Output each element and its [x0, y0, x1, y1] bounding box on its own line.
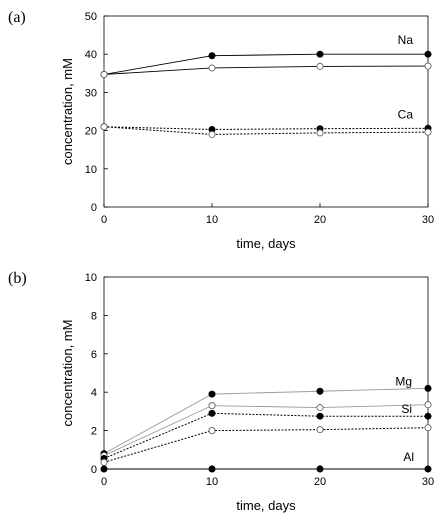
y-axis-title: concentration, mM	[60, 320, 75, 427]
y-tick-label: 40	[85, 49, 97, 61]
data-point	[316, 50, 324, 58]
data-point	[316, 62, 324, 70]
x-tick-label: 0	[101, 476, 107, 488]
y-tick-label: 50	[85, 11, 97, 23]
series-line	[103, 387, 429, 455]
y-tick-label: 2	[91, 426, 97, 438]
data-point	[424, 384, 432, 392]
series-line	[103, 126, 429, 130]
y-tick-label: 20	[85, 126, 97, 138]
series-label: Mg	[395, 374, 412, 388]
y-tick-label: 8	[91, 310, 97, 322]
data-point	[208, 409, 216, 417]
x-tick-label: 20	[314, 476, 326, 488]
data-point	[424, 50, 432, 58]
y-axis-title: concentration, mM	[60, 58, 75, 165]
x-tick-label: 30	[422, 476, 434, 488]
data-point	[424, 424, 432, 432]
data-point	[100, 123, 108, 131]
y-tick-label: 0	[91, 202, 97, 214]
panel-label: (a)	[8, 9, 26, 26]
y-tick-label: 4	[91, 387, 97, 399]
y-tick-label: 10	[85, 164, 97, 176]
series-line	[103, 65, 429, 75]
data-point	[208, 64, 216, 72]
series-line	[103, 126, 429, 135]
x-tick-label: 10	[206, 476, 218, 488]
data-point	[100, 458, 108, 466]
data-point	[424, 401, 432, 409]
series-line	[103, 427, 429, 463]
x-tick-label: 30	[422, 214, 434, 226]
x-axis-title: time, days	[236, 498, 296, 513]
panel-label: (b)	[8, 270, 27, 287]
data-point	[208, 390, 216, 398]
data-point	[424, 128, 432, 136]
series-label: Ca	[398, 107, 414, 121]
data-point	[316, 412, 324, 420]
panel-b: (b) 0 2 4 6 8 10 0 10 20 30 time, days concentration…	[8, 270, 434, 513]
y-tick-label: 6	[91, 349, 97, 361]
data-point	[208, 52, 216, 60]
data-point	[316, 426, 324, 434]
plot-frame	[103, 15, 429, 208]
y-tick-label: 30	[85, 87, 97, 99]
series-label: Na	[398, 33, 414, 47]
data-point	[316, 404, 324, 412]
data-point	[208, 402, 216, 410]
data-point	[424, 412, 432, 420]
series-line	[103, 412, 428, 459]
panel-a: (a) 0 10 20 30 40 50 0 10 20 30 time, days concentra…	[8, 9, 434, 251]
data-point	[208, 465, 216, 473]
data-point	[424, 465, 432, 473]
data-point	[100, 465, 108, 473]
x-tick-label: 10	[206, 214, 218, 226]
data-point	[316, 465, 324, 473]
y-tick-label: 10	[85, 272, 97, 284]
data-point	[208, 427, 216, 435]
y-tick-label: 0	[91, 464, 97, 476]
series-label: Al	[403, 450, 414, 464]
x-axis-title: time, days	[236, 236, 296, 251]
data-point	[316, 129, 324, 137]
data-point	[424, 62, 432, 70]
series-label: Si	[401, 402, 412, 416]
data-point	[208, 130, 216, 138]
series-line	[103, 404, 429, 456]
x-tick-label: 20	[314, 214, 326, 226]
series-line	[103, 53, 428, 75]
data-point	[316, 387, 324, 395]
x-tick-label: 0	[101, 214, 107, 226]
data-point	[100, 70, 108, 78]
plot-frame	[103, 276, 429, 470]
